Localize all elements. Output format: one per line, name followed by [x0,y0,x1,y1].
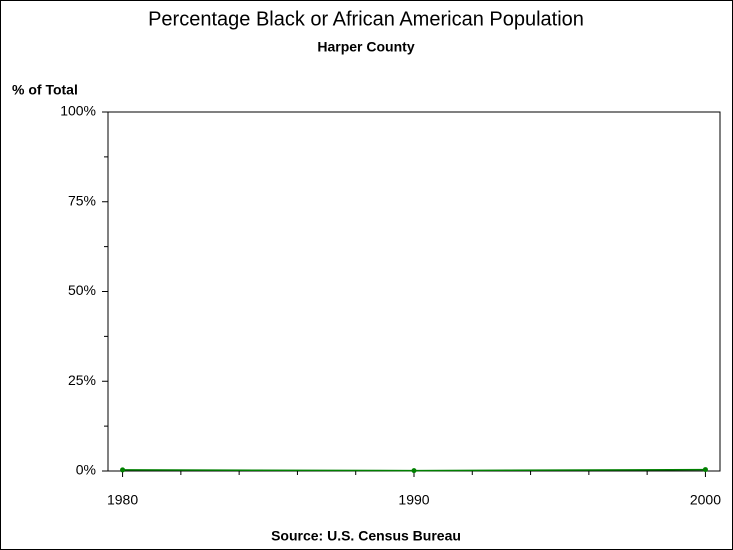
y-tick-label: 75% [68,192,96,208]
y-axis-label: % of Total [12,82,78,98]
plot-area [107,111,721,472]
y-tick-label: 50% [68,282,96,298]
x-tick-label: 1990 [398,492,429,508]
data-point [702,467,708,473]
y-tick-label: 0% [76,462,96,478]
chart-subtitle: Harper County [317,39,414,55]
source-note: Source: U.S. Census Bureau [271,528,461,544]
y-tick-label: 25% [68,372,96,388]
x-tick-label: 2000 [690,492,721,508]
x-tick-label: 1980 [107,492,138,508]
data-point [411,468,417,474]
y-tick-label: 100% [60,103,96,119]
chart-title: Percentage Black or African American Pop… [148,8,584,30]
data-point [120,467,126,473]
